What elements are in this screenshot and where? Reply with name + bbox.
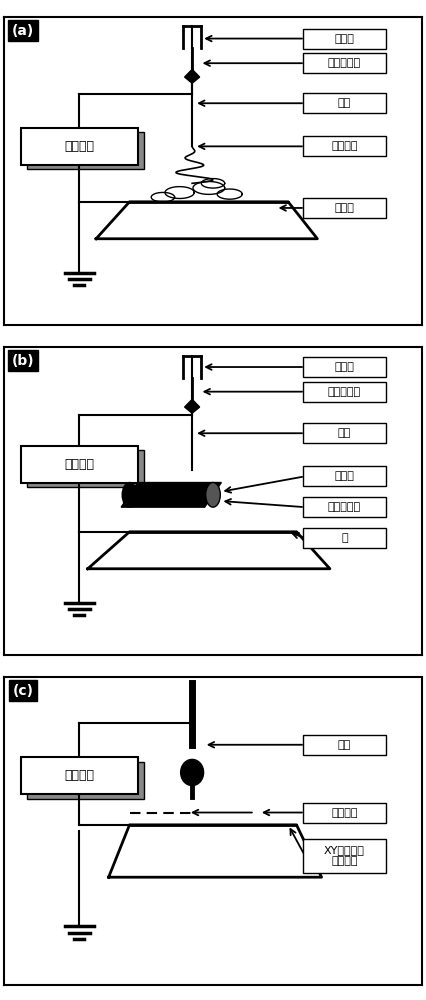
FancyBboxPatch shape <box>303 382 386 402</box>
FancyBboxPatch shape <box>303 53 386 73</box>
Ellipse shape <box>122 483 137 507</box>
FancyBboxPatch shape <box>21 757 138 794</box>
FancyBboxPatch shape <box>21 128 138 165</box>
Text: 对齐的喷流: 对齐的喷流 <box>328 502 361 512</box>
Text: 喷嘴: 喷嘴 <box>338 428 351 438</box>
Text: XY工作台上
的收集器: XY工作台上 的收集器 <box>324 845 365 866</box>
FancyBboxPatch shape <box>303 466 386 486</box>
FancyBboxPatch shape <box>303 93 386 113</box>
Text: 聚合物溶液: 聚合物溶液 <box>328 58 361 68</box>
Polygon shape <box>184 399 200 413</box>
Ellipse shape <box>181 759 204 786</box>
Text: 收集器: 收集器 <box>334 203 354 213</box>
Text: 带电喷流: 带电喷流 <box>331 808 358 818</box>
Text: 地: 地 <box>341 533 348 543</box>
Text: (b): (b) <box>12 354 35 368</box>
Polygon shape <box>121 483 222 507</box>
Text: 聚合物溶液: 聚合物溶液 <box>328 387 361 397</box>
FancyBboxPatch shape <box>303 423 386 443</box>
Text: 注射器: 注射器 <box>334 362 354 372</box>
Text: 电极: 电极 <box>338 740 351 750</box>
Text: 高压电源: 高压电源 <box>64 769 95 782</box>
Polygon shape <box>184 69 200 83</box>
Text: (c): (c) <box>12 684 34 698</box>
FancyBboxPatch shape <box>303 839 386 873</box>
FancyBboxPatch shape <box>21 446 138 483</box>
FancyBboxPatch shape <box>27 450 144 487</box>
Text: 带电喷流: 带电喷流 <box>331 141 358 151</box>
Text: 旋转器: 旋转器 <box>334 471 354 481</box>
Text: 高压电源: 高压电源 <box>64 140 95 153</box>
FancyBboxPatch shape <box>27 132 144 169</box>
FancyBboxPatch shape <box>303 357 386 377</box>
Ellipse shape <box>206 483 220 507</box>
FancyBboxPatch shape <box>303 497 386 517</box>
Text: (a): (a) <box>12 24 34 38</box>
Text: 高压电源: 高压电源 <box>64 458 95 471</box>
Text: 注射器: 注射器 <box>334 34 354 44</box>
FancyBboxPatch shape <box>303 29 386 49</box>
FancyBboxPatch shape <box>27 762 144 799</box>
FancyBboxPatch shape <box>303 735 386 755</box>
FancyBboxPatch shape <box>303 803 386 823</box>
FancyBboxPatch shape <box>303 528 386 548</box>
FancyBboxPatch shape <box>303 136 386 156</box>
Text: 喷嘴: 喷嘴 <box>338 98 351 108</box>
FancyBboxPatch shape <box>303 198 386 218</box>
